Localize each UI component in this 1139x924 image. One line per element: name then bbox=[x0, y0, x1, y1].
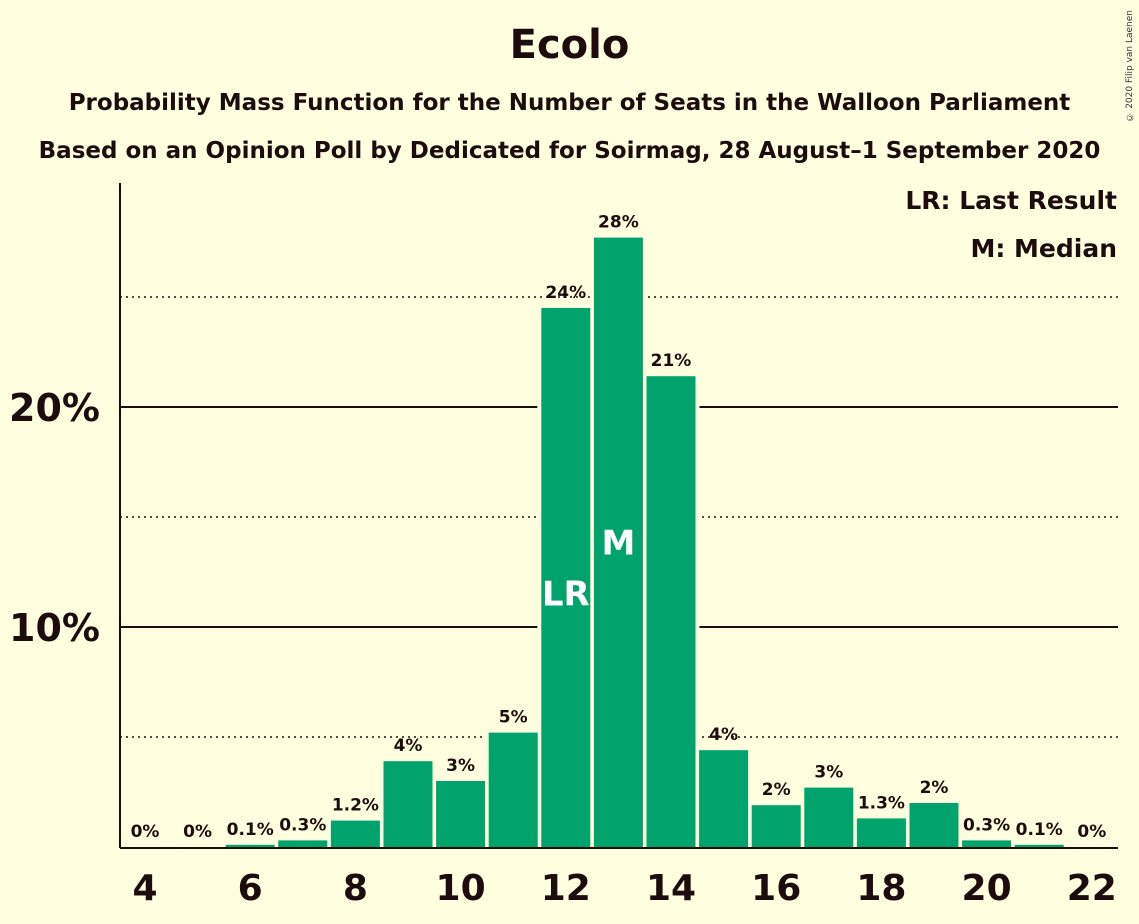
data-label: 0% bbox=[131, 822, 160, 842]
data-label: 0% bbox=[1077, 822, 1106, 842]
x-tick-label: 12 bbox=[541, 868, 591, 909]
chart-subtitle-1: Probability Mass Function for the Number… bbox=[68, 90, 1071, 116]
data-label: 0.1% bbox=[227, 820, 274, 840]
bar-annotation: LR bbox=[542, 575, 590, 615]
bar bbox=[225, 844, 275, 847]
bar bbox=[1014, 844, 1064, 847]
data-label: 28% bbox=[598, 213, 639, 233]
axes bbox=[119, 183, 1118, 849]
x-tick-label: 20 bbox=[962, 868, 1012, 909]
data-label: 2% bbox=[920, 778, 949, 798]
data-label: 5% bbox=[499, 708, 528, 728]
bar bbox=[593, 237, 643, 848]
legend-median: M: Median bbox=[970, 234, 1117, 263]
bar bbox=[909, 803, 959, 847]
bar bbox=[646, 376, 696, 847]
x-tick-label: 22 bbox=[1067, 868, 1117, 909]
bar bbox=[856, 818, 906, 847]
bar-halo bbox=[221, 840, 279, 847]
data-label: 0.3% bbox=[279, 815, 326, 835]
bar bbox=[699, 750, 749, 847]
bar bbox=[278, 840, 328, 847]
bar bbox=[541, 308, 591, 847]
bar-annotation: M bbox=[601, 523, 635, 563]
data-label: 21% bbox=[651, 351, 692, 371]
bar bbox=[962, 840, 1012, 847]
data-label: 4% bbox=[394, 736, 423, 756]
bar bbox=[751, 805, 801, 847]
bar bbox=[330, 820, 380, 847]
bar bbox=[383, 761, 433, 847]
x-tick-label: 16 bbox=[751, 868, 801, 909]
y-tick-label: 10% bbox=[9, 606, 100, 650]
y-tick-label: 20% bbox=[9, 386, 100, 430]
x-tick-label: 4 bbox=[132, 868, 157, 909]
chart-subtitle-2: Based on an Opinion Poll by Dedicated fo… bbox=[38, 138, 1101, 164]
data-label: 3% bbox=[446, 756, 475, 776]
data-label: 0.3% bbox=[963, 815, 1010, 835]
bar bbox=[436, 781, 486, 847]
x-tick-label: 8 bbox=[343, 868, 368, 909]
data-label: 0.1% bbox=[1016, 820, 1063, 840]
data-label: 1.2% bbox=[332, 796, 379, 816]
bar bbox=[488, 732, 538, 847]
data-label: 4% bbox=[709, 725, 738, 745]
data-label: 3% bbox=[814, 763, 843, 783]
bar-halo bbox=[1010, 840, 1068, 847]
bars bbox=[221, 233, 1068, 848]
bar bbox=[804, 787, 854, 847]
chart-title: Ecolo bbox=[509, 22, 630, 68]
legend-last-result: LR: Last Result bbox=[905, 186, 1117, 215]
data-label: 2% bbox=[762, 780, 791, 800]
labels: 10%20%0% 0% 0.1% 0.3%1.2%4%3%5%24%28%21%4%2… bbox=[9, 186, 1117, 909]
x-tick-label: 18 bbox=[856, 868, 906, 909]
data-label: 24% bbox=[545, 283, 586, 303]
data-label: 0% bbox=[183, 822, 212, 842]
x-tick-label: 10 bbox=[436, 868, 486, 909]
data-label: 1.3% bbox=[858, 793, 905, 813]
x-tick-label: 14 bbox=[646, 868, 696, 909]
x-tick-label: 6 bbox=[238, 868, 263, 909]
